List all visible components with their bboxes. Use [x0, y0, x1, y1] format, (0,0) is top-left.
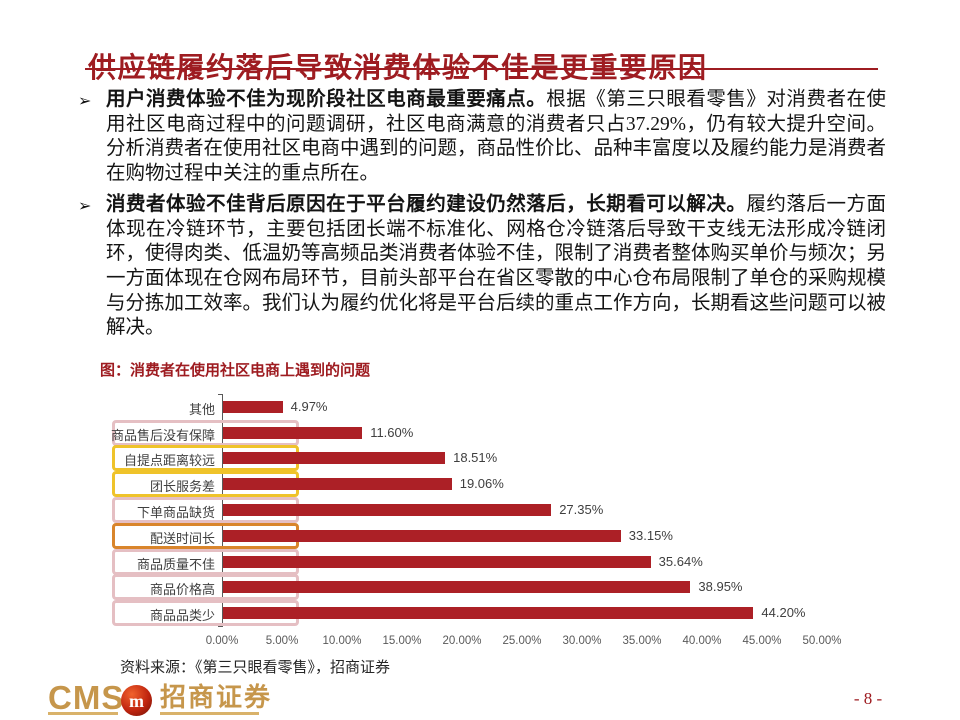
- x-axis-label: 15.00%: [382, 635, 422, 647]
- logo-underline-right: [160, 712, 259, 715]
- value-label: 44.20%: [761, 605, 806, 621]
- bullet-list: ➢ 用户消费体验不佳为现阶段社区电商最重要痛点。根据《第三只眼看零售》对消费者在…: [78, 88, 886, 348]
- bullet-arrow-icon: ➢: [78, 196, 92, 216]
- bar: [223, 400, 283, 413]
- bar: [223, 504, 552, 516]
- category-label: 商品价格高: [149, 582, 215, 598]
- x-axis-label: 20.00%: [442, 635, 482, 647]
- bar: [223, 581, 691, 594]
- x-axis-label: 10.00%: [322, 635, 362, 647]
- value-label: 18.51%: [453, 450, 498, 466]
- source-note: 资料来源：《第三只眼看零售》，招商证券: [120, 660, 391, 676]
- bullet-item-1: ➢ 用户消费体验不佳为现阶段社区电商最重要痛点。根据《第三只眼看零售》对消费者在…: [78, 88, 886, 186]
- category-label: 配送时间长: [149, 530, 215, 546]
- x-axis-label: 25.00%: [502, 635, 542, 647]
- axis-tick: [218, 626, 223, 627]
- bullet-lead-2: 消费者体验不佳背后原因在于平台履约建设仍然落后，长期看可以解决。: [106, 194, 747, 216]
- value-label: 38.95%: [698, 579, 743, 595]
- y-axis-line: [222, 394, 223, 626]
- bullet-arrow-icon: ➢: [78, 91, 92, 110]
- category-label: 商品品类少: [149, 608, 215, 624]
- x-axis-label: 45.00%: [742, 635, 782, 647]
- page-number: - 8 -: [853, 689, 883, 708]
- cms-medallion-icon: m: [121, 685, 152, 716]
- bullet-text-1: 用户消费体验不佳为现阶段社区电商最重要痛点。根据《第三只眼看零售》对消费者在使用…: [106, 88, 886, 186]
- category-label: 商品售后没有保障: [110, 427, 215, 443]
- x-axis-label: 0.00%: [205, 635, 239, 647]
- bar: [223, 529, 621, 542]
- bullet-body-2: 履约落后一方面体现在冷链环节，主要包括团长端不标准化、网格仓冷链落后导致干支线无…: [106, 194, 887, 339]
- bar: [223, 607, 754, 620]
- value-label: 4.97%: [290, 398, 328, 414]
- bar-chart: 其他 4.97% 商品售后没有保障 11.60% 自提点距离较远 18.51% 团长服务差 1…: [0, 388, 900, 656]
- cms-logo-text: CMS: [48, 679, 125, 716]
- value-label: 19.06%: [459, 476, 504, 492]
- x-axis-label: 5.00%: [265, 635, 299, 647]
- title-underline: [85, 68, 878, 70]
- x-axis-label: 30.00%: [562, 635, 602, 647]
- bar: [223, 426, 363, 439]
- category-label: 下单商品缺货: [136, 505, 215, 520]
- bullet-text-2: 消费者体验不佳背后原因在于平台履约建设仍然落后，长期看可以解决。履约落后一方面体…: [106, 193, 886, 340]
- figure-caption: 图：消费者在使用社区电商上遇到的问题: [100, 363, 371, 379]
- category-label: 商品质量不佳: [136, 556, 215, 572]
- category-label: 自提点距离较远: [123, 453, 215, 469]
- value-label: 27.35%: [559, 502, 604, 517]
- bar: [223, 478, 452, 491]
- value-label: 33.15%: [628, 527, 673, 543]
- cms-logo-chinese: 招商证券: [160, 683, 273, 712]
- bullet-body-1: 根据《第三只眼看零售》对消费者在使用社区电商过程中的问题调研，社区电商满意的消费…: [106, 89, 887, 184]
- x-axis-label: 35.00%: [622, 635, 662, 647]
- bullet-item-2: ➢ 消费者体验不佳背后原因在于平台履约建设仍然落后，长期看可以解决。履约落后一方…: [78, 193, 886, 340]
- value-label: 35.64%: [658, 553, 703, 569]
- page-title: 供应链履约落后导致消费体验不佳是更重要原因: [88, 52, 708, 84]
- category-label: 其他: [188, 401, 215, 417]
- bar: [223, 452, 446, 465]
- category-label: 团长服务差: [149, 479, 215, 495]
- bar: [223, 555, 651, 568]
- axis-tick: [218, 394, 223, 395]
- medallion-glyph: m: [129, 690, 144, 711]
- value-label: 11.60%: [370, 424, 414, 440]
- x-axis-label: 40.00%: [682, 635, 722, 647]
- logo-underline-left: [48, 712, 118, 715]
- x-axis-label: 50.00%: [802, 635, 842, 647]
- bullet-lead-1: 用户消费体验不佳为现阶段社区电商最重要痛点。: [106, 89, 547, 110]
